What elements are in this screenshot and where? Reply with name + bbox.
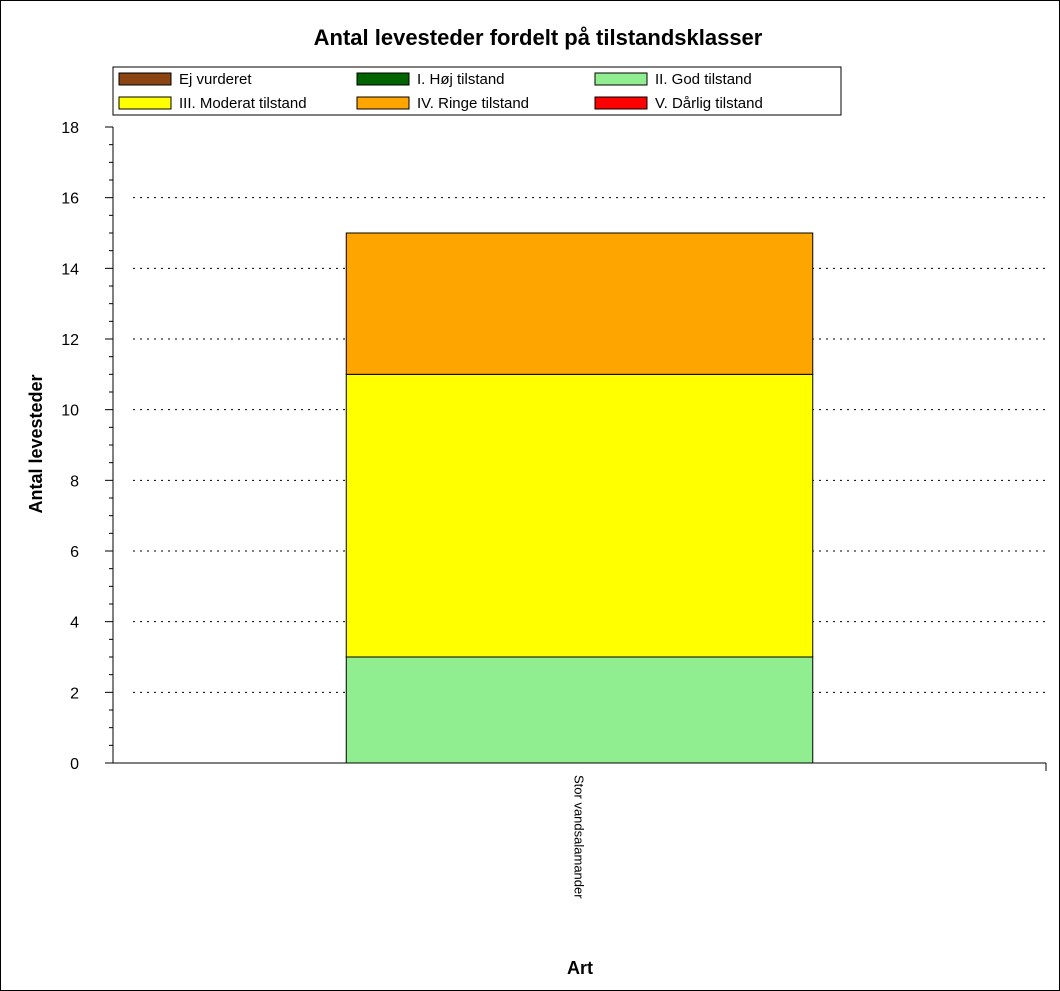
- bar-segment: [345, 373, 814, 658]
- x-category-label: Stor vandsalamander: [572, 775, 587, 899]
- y-tick-label: 16: [61, 191, 79, 208]
- y-tick-label: 18: [61, 120, 79, 137]
- legend-label: II. God tilstand: [655, 71, 752, 88]
- legend-swatch: [594, 72, 648, 86]
- chart-title: Antal levesteder fordelt på tilstandskla…: [314, 25, 763, 50]
- legend-box: [112, 66, 842, 116]
- legend-swatch: [356, 72, 410, 86]
- y-tick-label: 6: [70, 544, 79, 561]
- legend-swatch: [594, 96, 648, 110]
- y-tick-label: 8: [70, 473, 79, 490]
- legend-label: V. Dårlig tilstand: [655, 95, 763, 112]
- y-axis-title: Antal levesteder: [26, 374, 46, 513]
- legend-label: Ej vurderet: [179, 71, 252, 88]
- legend-swatch: [118, 72, 172, 86]
- y-tick-label: 14: [61, 261, 79, 278]
- chart-legend: Ej vurderet I. Høj tilstand II. God tilsta…: [112, 66, 842, 116]
- y-tick-label: 4: [70, 615, 79, 632]
- legend-label: III. Moderat tilstand: [179, 95, 307, 112]
- x-axis-title: Art: [567, 958, 593, 978]
- y-axis-ticks: 0 2 4 6 8 10 12 14 16 18: [61, 120, 113, 773]
- legend-label: IV. Ringe tilstand: [417, 95, 529, 112]
- y-tick-label: 2: [70, 685, 79, 702]
- y-tick-label: 0: [70, 756, 79, 773]
- bar-stack: [345, 232, 814, 764]
- legend-swatch: [118, 96, 172, 110]
- y-tick-label: 10: [61, 403, 79, 420]
- legend-label: I. Høj tilstand: [417, 71, 505, 88]
- x-axis-categories: Stor vandsalamander: [572, 775, 587, 899]
- legend-swatch: [356, 96, 410, 110]
- bar-segment: [345, 656, 814, 764]
- bar-segment: [345, 232, 814, 375]
- y-tick-label: 12: [61, 332, 79, 349]
